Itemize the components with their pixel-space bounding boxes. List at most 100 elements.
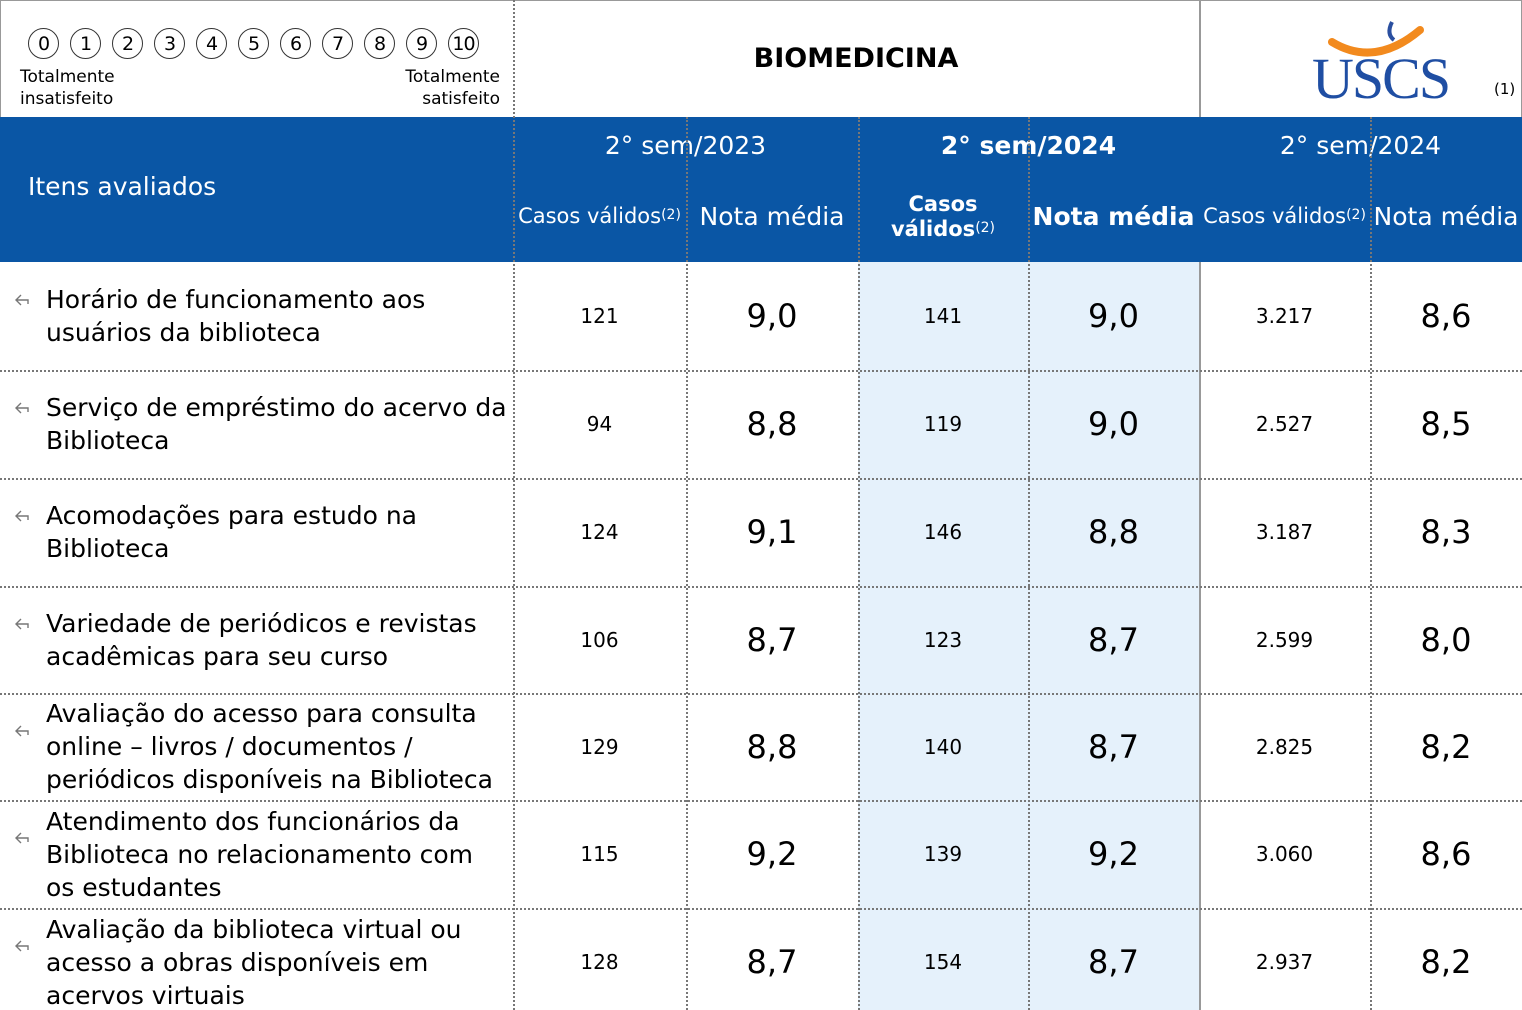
column-header-text: Nota média <box>699 202 845 231</box>
column-divider <box>1370 117 1372 1010</box>
column-header: Casos válidos(2) <box>1199 172 1370 262</box>
row-item: Variedade de periódicos e revistas acadê… <box>46 608 477 671</box>
row-value: 8,8 <box>746 727 798 766</box>
column-header-cell: Nota média <box>1374 202 1519 232</box>
logo-mark <box>1328 21 1424 57</box>
row-value: 124 <box>580 520 619 544</box>
row-value: 9,1 <box>746 513 798 551</box>
row-value: 121 <box>580 304 619 328</box>
scale-point: 2 <box>112 28 143 59</box>
row-value: 9,2 <box>746 835 798 873</box>
column-header: Casos válidos(2) <box>858 172 1028 262</box>
row-value: 8,8 <box>1088 513 1139 551</box>
row-value: 2.825 <box>1255 734 1314 759</box>
scale-point: 9 <box>406 28 437 59</box>
row-value: 123 <box>923 627 963 652</box>
row-divider <box>0 478 1522 480</box>
title: BIOMEDICINA <box>753 43 959 74</box>
column-header-cell: Nota média <box>700 202 845 232</box>
scale-point: 4 <box>196 28 227 59</box>
scale-right: Totalmente satisfeito <box>405 67 500 109</box>
group-header: 2° sem/2023 <box>604 130 767 160</box>
row-item: Avaliação da biblioteca virtual ou acess… <box>46 914 462 1010</box>
row-value: 8,7 <box>1088 620 1139 659</box>
row-value: 3.187 <box>1255 520 1314 544</box>
row-value: 8,7 <box>746 620 798 659</box>
scale-point: 8 <box>364 28 395 59</box>
column-header: Casos válidos(2) <box>513 172 686 262</box>
row-value: 8,6 <box>1420 835 1472 873</box>
row-value: 2.937 <box>1255 950 1314 974</box>
row-value: 139 <box>923 842 963 866</box>
group-header: 2° sem/2024 <box>1279 130 1442 160</box>
row-value: 119 <box>923 412 963 436</box>
column-header-text: Casos válidos <box>518 204 662 229</box>
row-value: 8,3 <box>1420 513 1472 551</box>
row-value: 3.060 <box>1255 842 1314 866</box>
column-header-text: Casos válidos <box>1203 204 1347 229</box>
row-divider <box>0 370 1522 372</box>
scale-point: 6 <box>280 28 311 59</box>
row-value: 154 <box>923 950 963 974</box>
column-divider <box>513 0 515 1010</box>
row-value: 3.217 <box>1255 304 1314 328</box>
row-value: 129 <box>580 734 619 759</box>
row-value: 8,2 <box>1420 727 1472 766</box>
note: (2) <box>661 207 681 224</box>
bullet-icon <box>15 725 29 737</box>
row-value: 8,7 <box>746 943 798 981</box>
scale-left: Totalmente insatisfeito <box>20 67 115 109</box>
row-value: 8,7 <box>1088 943 1139 981</box>
row-item: Atendimento dos funcionários da Bibliote… <box>46 806 473 902</box>
bullet-icon <box>15 618 29 630</box>
column-header-text: Nota média <box>1373 202 1519 231</box>
scale-point: 1 <box>70 28 101 59</box>
scale-point: 5 <box>238 28 269 59</box>
column-header-cell: Casos válidos(2) <box>858 192 1028 242</box>
row-item: Serviço de empréstimo do acervo da Bibli… <box>46 393 507 455</box>
row-value: 140 <box>923 734 963 759</box>
divider <box>1199 0 1201 1010</box>
bullet-icon <box>15 510 29 522</box>
scale-point: 7 <box>322 28 353 59</box>
row-value: 9,0 <box>1088 405 1139 443</box>
logo-text: USCS <box>1312 46 1451 111</box>
row-value: 146 <box>923 520 963 544</box>
row-value: 141 <box>923 304 963 328</box>
column-divider <box>1028 117 1030 1010</box>
bullet-icon <box>15 940 29 952</box>
row-value: 2.527 <box>1255 412 1314 436</box>
bullet-icon <box>15 294 29 306</box>
row-value: 106 <box>580 627 619 652</box>
row-item: Horário de funcionamento aos usuários da… <box>46 285 426 347</box>
row-value: 9,0 <box>746 297 798 335</box>
column-header-cell: Nota média <box>1033 202 1195 232</box>
column-divider <box>686 117 688 1010</box>
note: (2) <box>1346 207 1366 224</box>
row-value: 8,5 <box>1420 405 1472 443</box>
row-value: 115 <box>580 842 619 866</box>
row-item: Acomodações para estudo na Biblioteca <box>46 501 417 563</box>
row-value: 8,2 <box>1420 943 1472 981</box>
row-value: 8,0 <box>1420 620 1472 659</box>
row-value: 8,8 <box>746 405 798 443</box>
row-value: 8,7 <box>1088 727 1139 766</box>
row-divider <box>0 586 1522 588</box>
header-band <box>0 117 1522 262</box>
note: (2) <box>975 220 996 236</box>
row-divider <box>0 908 1522 910</box>
row-divider <box>0 693 1522 695</box>
row-value: 128 <box>580 950 619 974</box>
column-header: Nota média <box>1028 172 1199 262</box>
column-header-text: Nota média <box>1032 202 1195 231</box>
row-value: 8,6 <box>1420 297 1472 335</box>
row-value: 9,0 <box>1088 297 1139 335</box>
column-header-text: Casos válidos <box>890 191 978 241</box>
row-value: 2.599 <box>1255 627 1314 652</box>
column-header-cell: Casos válidos(2) <box>518 204 681 229</box>
column-header: Nota média <box>686 172 858 262</box>
row-divider <box>0 800 1522 802</box>
header-item: Itens avaliados <box>28 172 217 201</box>
row-item: Avaliação do acesso para consulta online… <box>46 699 493 794</box>
